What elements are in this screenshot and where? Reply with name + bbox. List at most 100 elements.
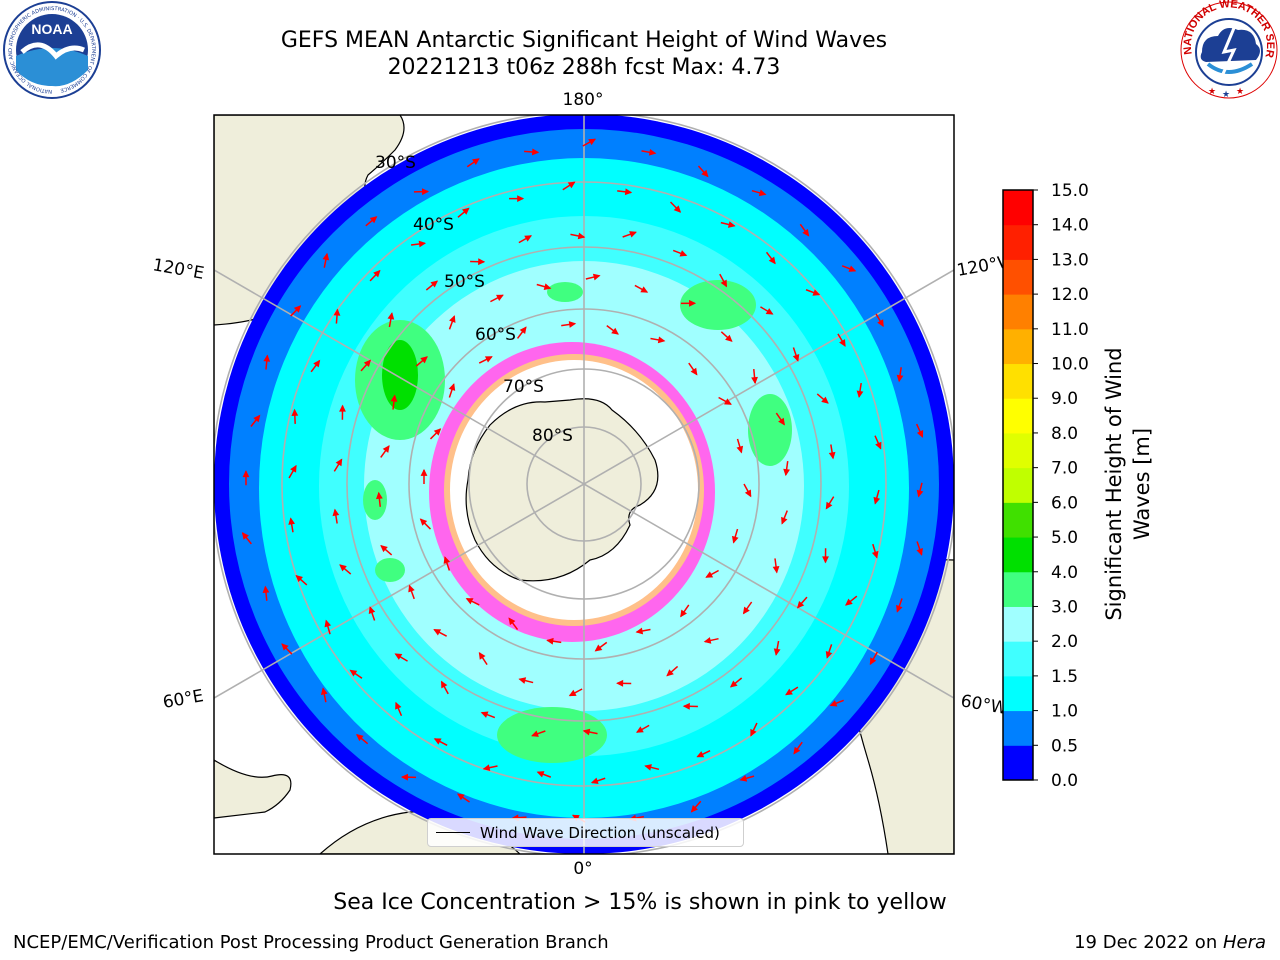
legend-label: Wind Wave Direction (unscaled): [480, 823, 720, 842]
wind-wave-arrowhead: [724, 398, 732, 405]
svg-text:NOAA: NOAA: [31, 21, 72, 37]
footer-date: 19 Dec 2022 on Hera: [1074, 932, 1266, 953]
wind-wave-arrowhead: [812, 289, 821, 296]
wind-wave-arrowhead: [825, 650, 833, 659]
colorbar-tick-label: 11.0: [1051, 320, 1089, 340]
wind-wave-arrowhead: [856, 390, 864, 399]
colorbar-tick-label: 1.5: [1051, 667, 1078, 687]
colorbar-segment: [1003, 294, 1033, 330]
wind-wave-arrowhead: [666, 669, 674, 677]
wind-wave-arrowhead: [680, 609, 687, 618]
wind-wave-arrowhead: [382, 445, 390, 453]
wind-wave-arrowhead: [657, 336, 666, 344]
wind-wave-arrowhead: [524, 235, 533, 242]
wind-wave-arrowhead: [349, 669, 358, 677]
wind-wave-arrowhead: [293, 305, 302, 313]
wind-wave-arrowhead: [705, 571, 714, 578]
svg-text:★: ★: [1208, 87, 1216, 97]
colorbar-tick-label: 0.5: [1051, 736, 1078, 756]
wind-wave-arrowhead: [449, 315, 456, 323]
wind-wave-arrowhead: [750, 728, 757, 737]
wind-wave-arrowhead: [644, 764, 652, 771]
wind-wave-arrowhead: [363, 359, 372, 368]
lon-label-180: 180°: [563, 90, 604, 110]
wind-wave-arrowhead: [588, 138, 597, 146]
wind-wave-arrowhead: [781, 516, 788, 525]
wind-wave-arrowhead: [433, 629, 442, 636]
colorbar-segment: [1003, 190, 1033, 226]
wind-wave-arrowhead: [543, 283, 552, 290]
wind-wave-arrowhead: [478, 258, 486, 266]
colorbar-segment: [1003, 363, 1033, 399]
colorbar-title: Significant Height of Wind Waves [m]: [1102, 347, 1154, 621]
wind-wave-arrowhead: [281, 643, 289, 651]
wind-wave-arrowhead: [536, 771, 545, 778]
wind-wave-arrowhead: [594, 644, 603, 652]
map-frame: [213, 114, 955, 855]
wind-wave-arrowhead: [916, 430, 924, 438]
wind-wave-arrowhead: [821, 396, 829, 404]
wind-wave-arrowhead: [461, 207, 470, 215]
wind-wave-arrowhead: [758, 189, 767, 197]
wind-wave-arrowhead: [482, 764, 491, 771]
wind-wave-arrowhead: [673, 205, 682, 213]
svg-text:★: ★: [1236, 87, 1244, 97]
wind-wave-arrowhead: [418, 240, 427, 248]
wind-wave-arrowhead: [725, 334, 733, 342]
wind-wave-arrowhead: [387, 312, 395, 320]
wind-wave-arrowhead: [701, 169, 709, 178]
wind-wave-arrowhead: [744, 489, 752, 498]
map-plot-area: [214, 115, 954, 854]
noaa-logo: NOAA NATIONAL OCEANIC AND ATMOSPHERIC AD…: [3, 1, 101, 99]
wind-wave-arrowhead: [848, 265, 857, 272]
wind-wave-arrowhead: [430, 280, 439, 288]
map-legend: Wind Wave Direction (unscaled): [427, 818, 744, 847]
footer-date-text: 19 Dec 2022 on: [1074, 932, 1223, 953]
lat-label-40s: 40°S: [413, 215, 454, 235]
wind-wave-arrowhead: [635, 726, 644, 733]
wind-wave-arrowhead: [332, 508, 340, 517]
wind-wave-arrowhead: [339, 564, 347, 572]
wind-wave-arrowhead: [333, 308, 341, 316]
colorbar-tick-label: 9.0: [1051, 389, 1078, 409]
colorbar-segment: [1003, 432, 1033, 469]
wind-wave-arrowhead: [792, 354, 800, 362]
lon-label-60w: 60°W: [959, 691, 1009, 719]
colorbar-segment: [1003, 745, 1033, 781]
wind-wave-arrowhead: [785, 688, 793, 696]
colorbar-tick-label: 14.0: [1051, 216, 1089, 236]
legend-line-swatch: [436, 832, 470, 833]
nws-logo: NATIONAL WEATHER SERVICE ★ ★ ★: [1178, 0, 1278, 100]
footer-credit: NCEP/EMC/Verification Post Processing Pr…: [13, 932, 609, 953]
wind-wave-arrowhead: [916, 489, 924, 498]
colorbar-segment: [1003, 641, 1033, 677]
wind-wave-arrowhead: [629, 231, 637, 238]
wind-wave-arrowhead: [313, 359, 321, 368]
wind-wave-arrowhead: [380, 544, 388, 553]
colorbar-ticks: 0.0 0.5 1.0 1.5 2.0 3.0 4.0 5.0 6.0 7.0 8.0 9.0 10.0…: [1033, 181, 1089, 791]
lon-label-60e: 60°E: [161, 686, 205, 713]
wind-wave-arrowhead: [796, 600, 805, 609]
wind-wave-arrowhead: [356, 734, 364, 742]
colorbar-tick-label: 15.0: [1051, 181, 1089, 201]
svg-text:★: ★: [1222, 90, 1230, 100]
wind-wave-arrowhead: [873, 496, 881, 505]
wind-wave-arrowhead: [590, 777, 599, 785]
wind-wave-arrowhead: [916, 548, 923, 556]
wind-wave-arrowhead: [440, 680, 448, 689]
colorbar-frame: [1002, 189, 1034, 781]
wind-wave-arrowhead: [802, 228, 810, 237]
wind-wave-arrowhead: [373, 269, 381, 278]
wind-wave-arrowhead: [420, 468, 428, 476]
colorbar-tick-label: 3.0: [1051, 597, 1078, 617]
wind-wave-arrowhead: [253, 414, 261, 423]
wind-wave-arrowhead: [822, 556, 829, 564]
colorbar-tick-label: 6.0: [1051, 493, 1078, 513]
wind-wave-arrowhead: [772, 566, 780, 574]
wind-wave-arrowhead: [592, 273, 601, 281]
chart-subtitle: 20221213 t06z 288h fcst Max: 4.73: [387, 55, 781, 80]
colorbar-segment: [1003, 537, 1033, 573]
wind-wave-arrowhead: [518, 677, 527, 684]
wind-wave-arrowhead: [896, 374, 904, 383]
